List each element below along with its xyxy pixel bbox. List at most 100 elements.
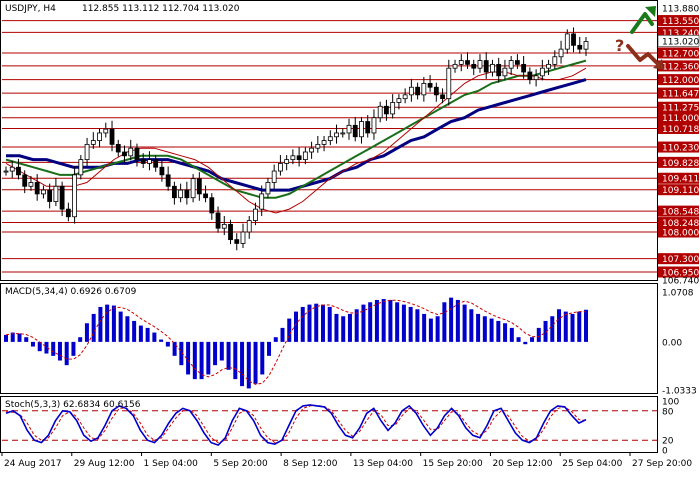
macd-bar [219,341,224,361]
candle-body [490,63,495,73]
candle-body [122,151,127,157]
macd-bar [476,313,481,342]
macd-bar [165,341,170,347]
macd-bar [347,313,352,342]
macd-bar [401,304,406,342]
ma-fast-line [5,67,587,214]
time-axis-label: 15 Sep 20:00 [423,459,483,469]
candle-body [440,94,445,100]
macd-bar [152,332,157,342]
candle-body [577,44,583,50]
candle-body [228,223,233,241]
candle-body [171,185,177,199]
macd-bar [462,304,467,342]
price-level-label: 111.000 [662,114,699,124]
macd-bar [199,341,204,380]
price-level-label: 112.000 [662,76,699,86]
macd-bar [570,313,575,342]
macd-bar [408,306,413,342]
candle-body [402,94,408,100]
macd-bar [30,341,35,347]
price-level-label: 113.550 [662,17,699,27]
time-axis-label: 25 Sep 04:00 [562,459,622,469]
price-level-box [658,15,699,27]
macd-bar [455,299,460,342]
macd-bar [489,318,494,342]
macd-bar [314,303,319,342]
macd-label: MACD(5,34,4) 0.6926 0.6709 [5,287,137,297]
macd-bar [374,299,379,342]
candle-body [34,182,40,195]
candle-body [234,239,240,244]
price-level-label: 107.300 [662,255,699,265]
candle-body [527,71,533,81]
macd-signal-line [5,299,587,385]
candle-body [259,193,265,210]
candle-body [41,189,46,195]
candle-body [134,147,140,161]
candle-body [558,48,564,58]
candle-body [446,67,452,100]
candle-body [9,166,15,172]
price-level-label: 111.275 [662,104,699,114]
macd-axis-label: 0.00 [662,338,682,348]
price-level-label: 108.000 [662,229,699,239]
candle-body [3,170,9,173]
candle-body [340,132,346,135]
stoch-axis-label: 20 [662,437,674,447]
candle-body [65,208,71,218]
candle-body [514,60,520,65]
price-level-box [658,217,699,229]
macd-bar [138,325,143,342]
candle-body [178,189,184,199]
stoch-signal-line [5,404,587,444]
macd-bar [253,341,258,384]
candle-body [184,189,190,199]
ma-mid-line [5,59,587,199]
stoch-axis-label: 100 [662,398,679,408]
candle-body [190,178,196,199]
candle-body [16,166,21,176]
candle-body [22,174,28,187]
price-axis-label: 113.880 [662,5,699,15]
price-level-box [658,122,699,134]
macd-bar [523,341,528,345]
macd-bar [334,313,339,342]
stoch-main-line [5,404,587,447]
candle-body [352,124,358,138]
macd-bar [435,316,440,342]
macd-bar [368,302,373,342]
macd-bar [496,320,501,342]
macd-bar [354,309,359,342]
candle-body [427,83,433,88]
candle-body [302,151,308,161]
candle-body [371,117,377,134]
candle-body [47,189,53,202]
price-level-box [658,74,699,86]
candle-body [327,136,333,141]
time-axis-label: 1 Sep 04:00 [144,459,199,469]
candle-body [240,231,246,244]
candle-body [458,60,464,65]
candle-body [564,33,570,50]
price-level-label: 106.950 [662,269,699,279]
stoch-axis-label: 80 [662,407,674,417]
macd-bar [125,316,130,342]
macd-bar [449,297,454,342]
macd-bar [543,320,548,342]
candle-body [546,63,551,69]
candle-body [221,223,227,229]
candle-body [552,56,558,65]
symbol-label: USDJPY, H4 [5,4,56,14]
macd-bar [381,299,386,342]
macd-bar [98,306,103,342]
macd-bar [145,327,150,342]
time-axis: 24 Aug 2017 29 Aug 12:00 1 Sep 04:00 5 Sep … [1,452,692,469]
time-axis-label: 20 Sep 12:00 [492,459,552,469]
price-level-box [658,60,699,72]
macd-bar [192,341,197,380]
stoch-label: Stoch(5,3,3) 62.6834 60.6156 [5,400,141,410]
time-axis-label: 13 Sep 04:00 [353,459,413,469]
candle-body [84,143,90,161]
macd-bar [550,316,555,342]
